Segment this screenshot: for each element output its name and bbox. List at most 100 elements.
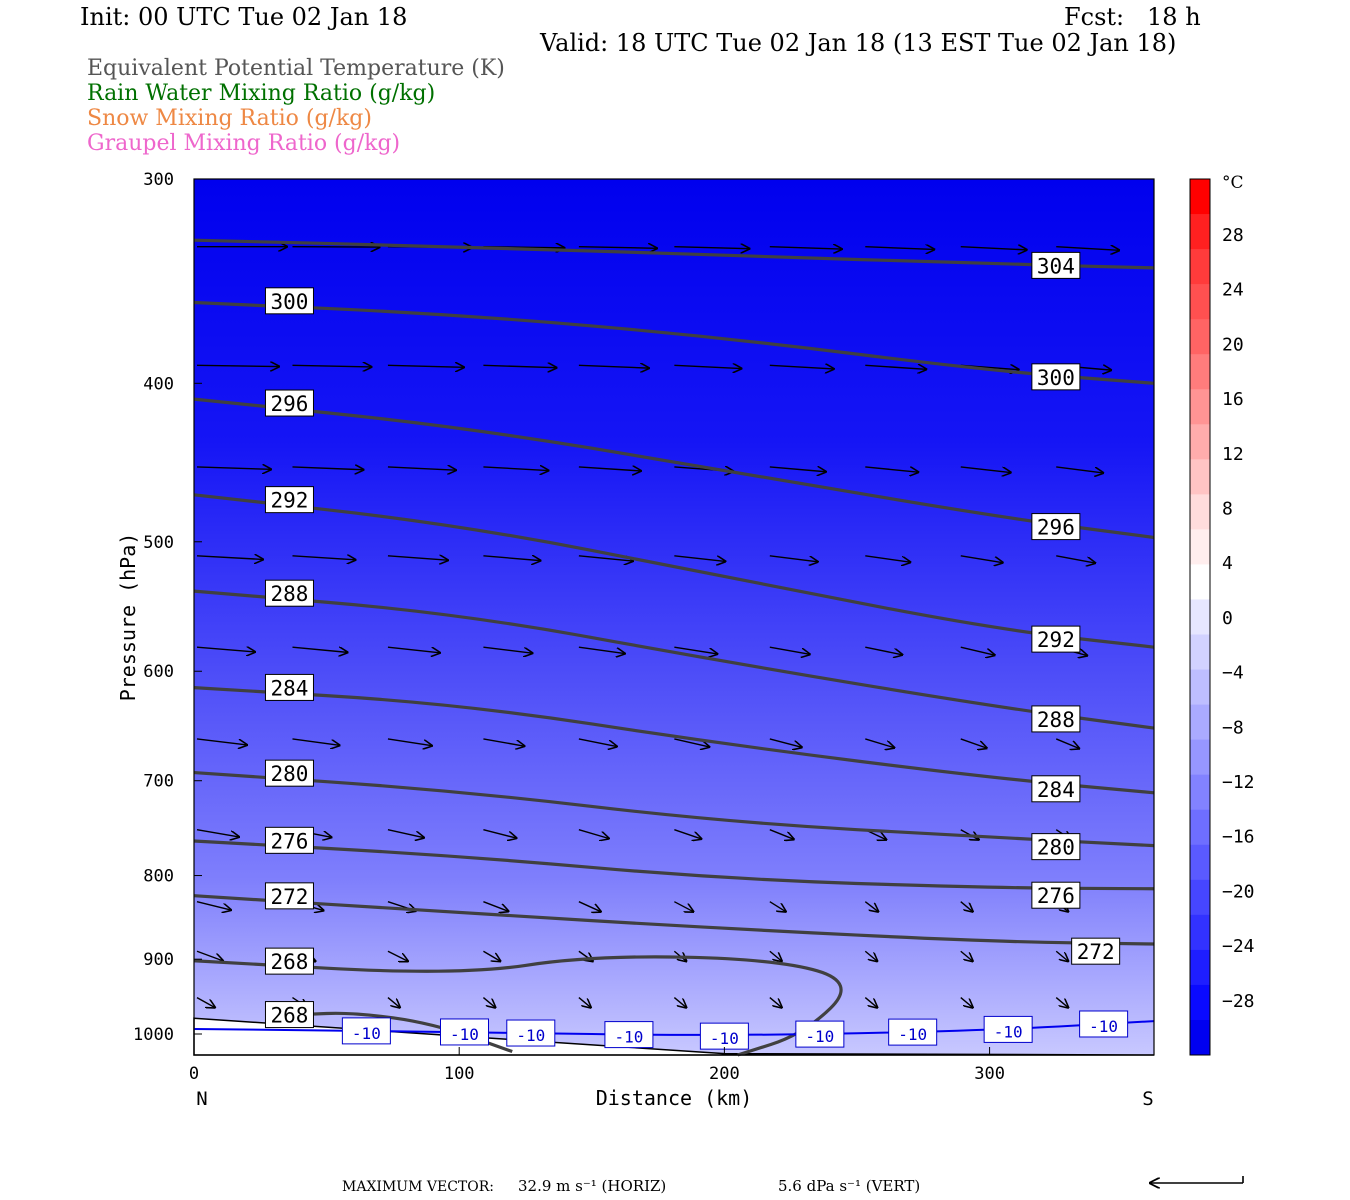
theta-e-label-left: 272: [271, 885, 309, 909]
colorbar-segment: [1190, 494, 1210, 530]
theta-e-label-left-box: [264, 486, 314, 514]
theta-e-label-right: 292: [1037, 628, 1075, 652]
theta-e-label-right: 284: [1037, 778, 1075, 802]
axes: 300 400 500 600 700 800 900 1000 0 100 200 300 Press…: [116, 170, 1154, 1110]
theta-e-label-left: 300: [271, 290, 309, 314]
y-axis-label: Pressure (hPa): [116, 533, 140, 702]
init-time: Init: 00 UTC Tue 02 Jan 18: [80, 3, 408, 31]
y-tick-label: 400: [143, 374, 174, 394]
wind-vector: [865, 466, 918, 472]
wind-vector: [960, 738, 987, 748]
theta-e-label-right-box: [1031, 251, 1081, 279]
wind-vector: [292, 467, 363, 470]
wind-vector: [482, 997, 495, 1008]
colorbar-segment: [1190, 739, 1210, 776]
colorbar-segment: [1190, 774, 1210, 811]
wind-vector: [673, 997, 686, 1008]
colorbar-segment: [1190, 214, 1210, 250]
colorbar-segment: [1190, 599, 1210, 636]
wind-vector: [960, 901, 973, 912]
y-tick-label: 600: [143, 662, 174, 682]
x-endpoint-north: N: [196, 1088, 207, 1110]
colorbar-segment: [1190, 879, 1210, 916]
wind-vector: [578, 997, 591, 1008]
wind-vector: [674, 738, 709, 747]
max-vector-footer: MAXIMUM VECTOR: 32.9 m s⁻¹ (HORIZ) 5.6 dPa…: [342, 1176, 1244, 1195]
temp-label-box: [795, 1020, 845, 1048]
legend-graupel: Graupel Mixing Ratio (g/kg): [87, 131, 401, 156]
wind-vector: [483, 646, 532, 653]
colorbar-segment: [1190, 564, 1210, 600]
wind-vector: [196, 647, 255, 652]
wind-vector: [769, 901, 786, 912]
wind-vector: [769, 365, 834, 369]
colorbar-segment: [1190, 179, 1210, 215]
colorbar-segment: [1190, 844, 1210, 881]
theta-e-label-left-box: [264, 882, 314, 910]
wind-vector: [292, 556, 355, 560]
temp-label-box: [506, 1019, 556, 1047]
wind-vector: [960, 466, 1011, 473]
wind-vector: [578, 365, 649, 368]
colorbar-tick-label: 16: [1222, 389, 1244, 410]
colorbar-segment: [1190, 529, 1210, 565]
colorbar-tick-label: 28: [1222, 225, 1244, 246]
wind-vector: [196, 829, 239, 837]
temp-label-box: [888, 1018, 938, 1046]
wind-vector: [292, 738, 339, 745]
colorbar-tick-label: 0: [1222, 608, 1233, 629]
wind-vector: [387, 829, 424, 838]
colorbar-tick-label: −28: [1222, 991, 1255, 1012]
max-vector-label: MAXIMUM VECTOR:: [342, 1179, 494, 1195]
colorbar: °C 28 24 20 16 12 8 4 0 −4 −8 −12 −16 −20 −24 −28: [1189, 173, 1255, 1056]
temp-label-box: [604, 1021, 654, 1049]
x-endpoint-south: S: [1142, 1088, 1153, 1110]
temp-label-box: [1079, 1010, 1129, 1038]
theta-e-label-left-box: [264, 389, 314, 417]
wind-vector: [483, 556, 540, 561]
legend-rain-water: Rain Water Mixing Ratio (g/kg): [87, 81, 436, 106]
theta-e-label-right-box: [1031, 881, 1081, 909]
wind-vector: [1055, 738, 1079, 749]
theta-e-label-right: 272: [1077, 940, 1115, 964]
theta-e-label-left-box: [264, 759, 314, 787]
wind-vector: [578, 829, 609, 839]
theta-e-contour: [193, 238, 1155, 270]
wind-vector: [387, 738, 432, 746]
theta-e-label-right-box: [1031, 775, 1081, 803]
wind-vector: [674, 247, 749, 249]
theta-e-label-right-box: [1031, 513, 1081, 541]
wind-vector: [1055, 950, 1068, 961]
wind-vector: [769, 829, 794, 840]
wind-vectors: [196, 247, 1119, 1008]
theta-e-label-left: 284: [271, 676, 309, 700]
temp-label: -10: [450, 1025, 479, 1044]
x-tick-label: 0: [189, 1064, 199, 1084]
theta-e-label-right-box: [1031, 625, 1081, 653]
wind-vector: [769, 467, 826, 472]
wind-vector: [960, 997, 973, 1008]
wind-vector: [864, 950, 877, 961]
colorbar-tick-label: 12: [1222, 444, 1244, 465]
wind-vector: [674, 365, 741, 368]
colorbar-segment: [1190, 389, 1210, 425]
colorbar-segment: [1190, 669, 1210, 706]
wind-vector: [578, 467, 641, 471]
y-tick-label: 700: [143, 772, 174, 792]
colorbar-tick-label: −8: [1222, 717, 1244, 738]
x-tick-label: 300: [974, 1064, 1005, 1084]
wind-vector: [769, 997, 782, 1008]
wind-vector: [292, 365, 371, 367]
wind-vector: [196, 996, 215, 1008]
theta-e-label-right: 280: [1037, 836, 1075, 860]
theta-e-label-left: 280: [271, 762, 309, 786]
temp-label-box: [341, 1017, 391, 1045]
max-vector-horiz: 32.9 m s⁻¹ (HORIZ): [518, 1177, 666, 1195]
wind-vector: [292, 646, 347, 652]
theta-e-label-left-box: [264, 287, 314, 315]
y-tick-label: 800: [143, 867, 174, 887]
x-axis-label: Distance (km): [596, 1086, 753, 1110]
theta-e-label-right: 304: [1037, 254, 1075, 278]
legend-theta-e: Equivalent Potential Temperature (K): [87, 56, 505, 81]
